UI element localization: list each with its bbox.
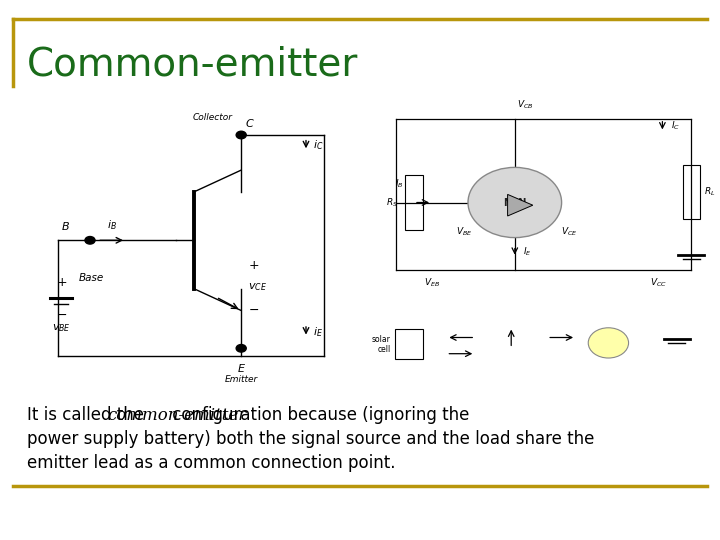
- Text: $V_{CC}$: $V_{CC}$: [650, 276, 667, 289]
- Text: $C$: $C$: [245, 117, 255, 129]
- Text: Collector: Collector: [192, 112, 233, 122]
- Circle shape: [236, 131, 246, 139]
- Text: It is called the: It is called the: [27, 406, 150, 424]
- Text: $I_C$: $I_C$: [671, 119, 680, 132]
- Text: $V_{EB}$: $V_{EB}$: [424, 276, 440, 289]
- Text: $V_{CE}$: $V_{CE}$: [560, 226, 577, 238]
- Text: $V_{CB}$: $V_{CB}$: [518, 98, 534, 111]
- Text: configuration because (ignoring the: configuration because (ignoring the: [167, 406, 469, 424]
- Polygon shape: [508, 194, 533, 216]
- Circle shape: [236, 345, 246, 352]
- Text: power supply battery) both the signal source and the load share the: power supply battery) both the signal so…: [27, 430, 595, 448]
- Circle shape: [588, 328, 629, 358]
- Circle shape: [468, 167, 562, 238]
- Text: $i_C$: $i_C$: [313, 138, 324, 152]
- Text: solar
cell: solar cell: [372, 335, 391, 354]
- Bar: [395, 329, 423, 359]
- Text: $B$: $B$: [61, 220, 70, 232]
- Text: $+$: $+$: [248, 259, 260, 273]
- Text: $R_S$: $R_S$: [386, 196, 398, 209]
- Text: $i_B$: $i_B$: [107, 218, 117, 232]
- Text: $E$: $E$: [237, 362, 246, 374]
- Circle shape: [85, 237, 95, 244]
- Text: $-$: $-$: [248, 302, 259, 316]
- Text: $v_{BE}$: $v_{BE}$: [52, 322, 71, 334]
- Text: $-$: $-$: [55, 308, 67, 321]
- Bar: [683, 165, 700, 219]
- Text: $+$: $+$: [55, 275, 67, 288]
- Text: $I_E$: $I_E$: [523, 246, 532, 259]
- Text: $I_B$: $I_B$: [395, 178, 404, 190]
- Text: Emitter: Emitter: [225, 375, 258, 384]
- Text: $R_L$: $R_L$: [704, 185, 716, 198]
- Text: $v_{CE}$: $v_{CE}$: [248, 282, 267, 293]
- Text: emitter lead as a common connection point.: emitter lead as a common connection poin…: [27, 455, 396, 472]
- Text: Common-emitter: Common-emitter: [27, 46, 359, 84]
- Text: $V_{BE}$: $V_{BE}$: [456, 226, 472, 238]
- Bar: [405, 176, 423, 230]
- Text: NPN: NPN: [503, 198, 526, 207]
- Text: Base: Base: [79, 273, 104, 283]
- Text: common-emitter: common-emitter: [107, 407, 246, 424]
- Text: $i_E$: $i_E$: [313, 325, 323, 339]
